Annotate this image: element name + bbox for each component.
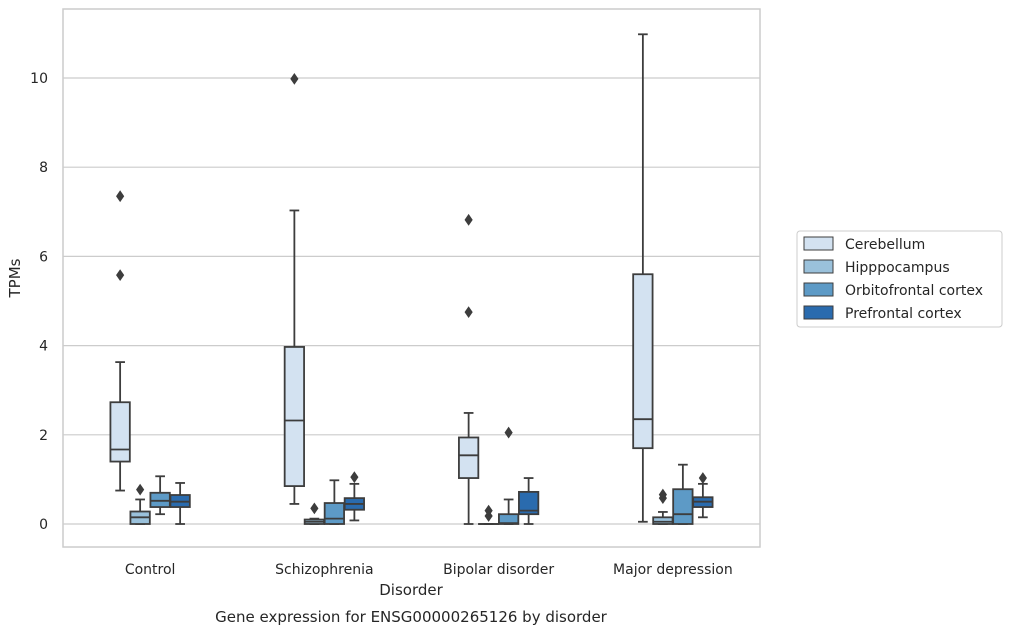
y-tick-label: 8 [39, 160, 48, 176]
box-group [129, 483, 151, 525]
y-tick-label: 0 [39, 517, 48, 533]
box-group [149, 475, 171, 516]
legend-items: Cerebellum Hipppocampus Orbitofrontal cort… [803, 236, 983, 322]
flier-point [658, 488, 667, 501]
flier-point [290, 72, 299, 85]
chart-title: Gene expression for ENSG00000265126 by d… [215, 608, 608, 626]
y-axis-title: TPMs [6, 258, 24, 298]
x-tick-label: Major depression [613, 562, 733, 578]
y-tick-label: 6 [39, 249, 48, 265]
y-tick-labels: 0 2 4 6 8 10 [30, 71, 48, 533]
flier-point [116, 269, 125, 282]
legend-swatch [803, 259, 834, 274]
legend-label: Hipppocampus [845, 260, 950, 276]
box-group [169, 482, 191, 525]
flier-point [504, 426, 513, 439]
y-tick-label: 10 [30, 71, 48, 87]
legend-swatch [803, 282, 834, 297]
flier-point [698, 472, 707, 484]
grid-layer [63, 77, 760, 525]
legend: Cerebellum Hipppocampus Orbitofrontal cort… [796, 230, 1003, 328]
box-group [498, 426, 520, 525]
box-group [109, 190, 131, 492]
box-group [518, 477, 540, 525]
box-iqr [652, 516, 674, 525]
legend-label: Prefrontal cortex [845, 306, 962, 322]
legend-label: Cerebellum [845, 237, 925, 253]
box-iqr [109, 401, 131, 463]
box-group [343, 471, 365, 522]
legend-label: Orbitofrontal cortex [845, 283, 983, 299]
box-iqr [458, 436, 480, 479]
flier-point [350, 471, 359, 484]
x-axis-title: Disorder [379, 581, 443, 599]
legend-swatch [803, 236, 834, 251]
y-tick-label: 4 [39, 339, 48, 355]
box-group [632, 33, 654, 523]
box-group [652, 488, 674, 525]
flier-point [116, 190, 125, 203]
legend-swatch [803, 305, 834, 320]
flier-point [464, 213, 473, 226]
box-iqr [323, 502, 345, 525]
box-iqr [632, 273, 654, 450]
box-iqr [283, 346, 305, 487]
y-tick-label: 2 [39, 428, 48, 444]
x-tick-label: Schizophrenia [275, 562, 373, 578]
legend-frame [796, 230, 1003, 328]
box-iqr [518, 490, 540, 516]
box-group [458, 213, 480, 525]
flier-point [136, 483, 145, 496]
box-group [323, 479, 345, 525]
box-group [692, 472, 714, 519]
box-group [283, 72, 305, 505]
flier-point [310, 502, 319, 515]
marks-layer [109, 33, 714, 525]
x-tick-labels: Control Schizophrenia Bipolar disorder Majo… [125, 562, 733, 578]
x-tick-label: Control [125, 562, 176, 578]
flier-point [484, 504, 493, 517]
box-group [478, 504, 500, 525]
box-group [672, 463, 694, 525]
box-iqr [672, 488, 694, 525]
box-group [303, 502, 325, 525]
plot-frame [62, 8, 761, 548]
x-tick-label: Bipolar disorder [443, 562, 554, 578]
flier-point [464, 306, 473, 319]
